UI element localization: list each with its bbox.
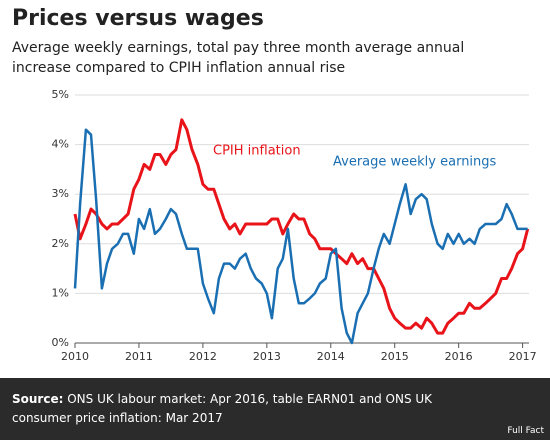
x-tick-label: 2017	[509, 350, 537, 363]
series-line	[73, 128, 528, 345]
y-tick-label: 2%	[52, 237, 69, 250]
logo: Full Fact	[507, 426, 544, 436]
chart-subtitle: Average weekly earnings, total pay three…	[12, 40, 465, 76]
x-tick-label: 2011	[125, 350, 153, 363]
x-tick-label: 2016	[445, 350, 473, 363]
source-text: ONS UK labour market: Apr 2016, table EA…	[12, 392, 433, 425]
x-tick-label: 2012	[189, 350, 217, 363]
y-tick-label: 3%	[52, 187, 69, 200]
footer: Source: ONS UK labour market: Apr 2016, …	[0, 378, 550, 440]
source-label: Source:	[12, 392, 64, 406]
y-tick-label: 1%	[52, 286, 69, 299]
y-tick-label: 4%	[52, 138, 69, 151]
y-tick-label: 5%	[52, 88, 69, 101]
series-line	[73, 118, 530, 335]
x-tick-label: 2013	[253, 350, 281, 363]
series-label: CPIH inflation	[213, 144, 301, 159]
y-tick-label: 0%	[52, 336, 69, 349]
x-tick-label: 2015	[381, 350, 409, 363]
source: Source: ONS UK labour market: Apr 2016, …	[12, 390, 482, 428]
chart: 0% 1% 2% 3% 4% 5% 2010 2011 2012 2013 2014 2015 2016…	[52, 88, 537, 363]
x-tick-label: 2014	[317, 350, 345, 363]
series-label: Average weekly earnings	[333, 155, 497, 170]
x-tick-label: 2010	[61, 350, 89, 363]
chart-title: Prices versus wages	[12, 6, 264, 31]
